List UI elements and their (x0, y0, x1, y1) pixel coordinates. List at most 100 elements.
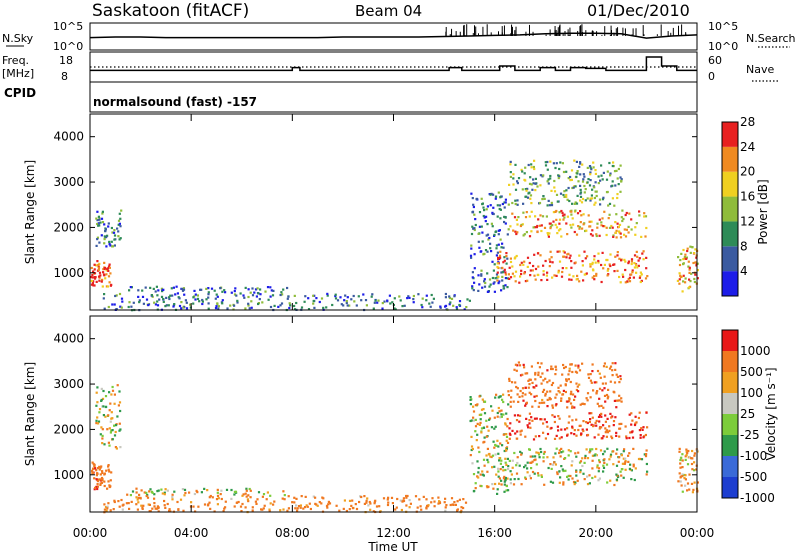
echo-cell (681, 475, 684, 478)
echo-cell (579, 469, 582, 472)
echo-cell (553, 437, 557, 440)
echo-cell (614, 362, 617, 365)
echo-cell (526, 196, 530, 199)
echo-cell (583, 184, 586, 188)
echo-cell (574, 364, 577, 367)
echo-cell (578, 383, 581, 386)
echo-cell (592, 425, 595, 428)
echo-cell (579, 210, 582, 213)
echo-cell (608, 263, 611, 266)
echo-cell (318, 300, 321, 304)
echo-cell (560, 275, 564, 278)
echo-cell (233, 293, 237, 296)
echo-cell (609, 253, 612, 256)
echo-cell (575, 474, 578, 477)
echo-cell (613, 170, 617, 173)
y-tick-label: 4000 (53, 332, 84, 346)
echo-cell (511, 381, 514, 384)
echo-cell (612, 235, 615, 238)
echo-cell (326, 294, 329, 297)
echo-cell (591, 263, 594, 266)
echo-cell (498, 204, 502, 207)
echo-cell (543, 418, 546, 421)
echo-cell (497, 282, 500, 285)
echo-cell (565, 193, 568, 197)
echo-cell (113, 499, 116, 502)
echo-cell (103, 307, 106, 310)
echo-cell (497, 475, 500, 478)
echo-cell (610, 435, 613, 438)
echo-cell (509, 400, 512, 403)
echo-cell (280, 291, 283, 294)
echo-cell (633, 478, 636, 482)
echo-cell (100, 398, 103, 402)
echo-cell (492, 487, 495, 490)
echo-cell (549, 160, 552, 163)
echo-cell (499, 468, 502, 471)
echo-cell (500, 289, 503, 292)
echo-cell (585, 229, 588, 232)
echo-cell (513, 451, 516, 455)
echo-cell (119, 217, 122, 220)
echo-cell (566, 198, 569, 201)
echo-cell (603, 394, 607, 397)
echo-cell (506, 417, 509, 421)
echo-cell (472, 416, 475, 419)
echo-cell (416, 506, 419, 509)
echo-cell (555, 393, 558, 396)
echo-cell (693, 277, 696, 281)
echo-cell (573, 202, 576, 205)
colorbar-tick-label: 12 (740, 214, 755, 228)
echo-cell (509, 171, 512, 174)
echo-cell (255, 295, 258, 298)
echo-cell (244, 307, 247, 310)
echo-cell (621, 468, 624, 471)
echo-cell (524, 435, 527, 438)
echo-cell (581, 180, 585, 183)
echo-cell (581, 260, 584, 263)
echo-cell (448, 303, 451, 306)
echo-cell (117, 223, 120, 226)
echo-cell (365, 501, 368, 504)
echo-cell (542, 379, 545, 382)
echo-cell (412, 294, 415, 298)
echo-cell (273, 304, 276, 307)
echo-cell (234, 287, 237, 290)
echo-cell (91, 469, 94, 472)
echo-cell (249, 496, 252, 499)
echo-cell (483, 412, 487, 415)
echo-cell (638, 429, 641, 432)
echo-cell (207, 503, 210, 506)
echo-cell (595, 190, 598, 193)
echo-cell (537, 451, 540, 454)
echo-cell (221, 290, 224, 293)
echo-cell (492, 193, 495, 196)
echo-cell (606, 417, 609, 420)
echo-cell (490, 405, 493, 408)
echo-cell (462, 506, 465, 510)
echo-cell (619, 378, 622, 381)
echo-cell (536, 185, 539, 188)
echo-cell (102, 405, 105, 408)
echo-cell (193, 492, 196, 496)
echo-cell (542, 422, 545, 425)
echo-cell (510, 473, 513, 476)
echo-cell (95, 391, 98, 394)
echo-cell (686, 247, 689, 250)
colorbar-tick-label: 20 (740, 165, 755, 179)
echo-cell (505, 435, 509, 438)
echo-cell (569, 450, 572, 453)
echo-cell (481, 398, 484, 401)
echo-cell (632, 276, 635, 279)
echo-cell (541, 215, 545, 218)
echo-cell (400, 508, 403, 512)
echo-cell (525, 401, 528, 404)
echo-cell (120, 498, 123, 502)
echo-cell (444, 506, 447, 509)
echo-cell (534, 458, 537, 461)
echo-cell (501, 279, 504, 282)
echo-cell (485, 454, 488, 457)
echo-cell (588, 451, 591, 454)
echo-cell (148, 490, 151, 493)
echo-cell (508, 183, 511, 186)
